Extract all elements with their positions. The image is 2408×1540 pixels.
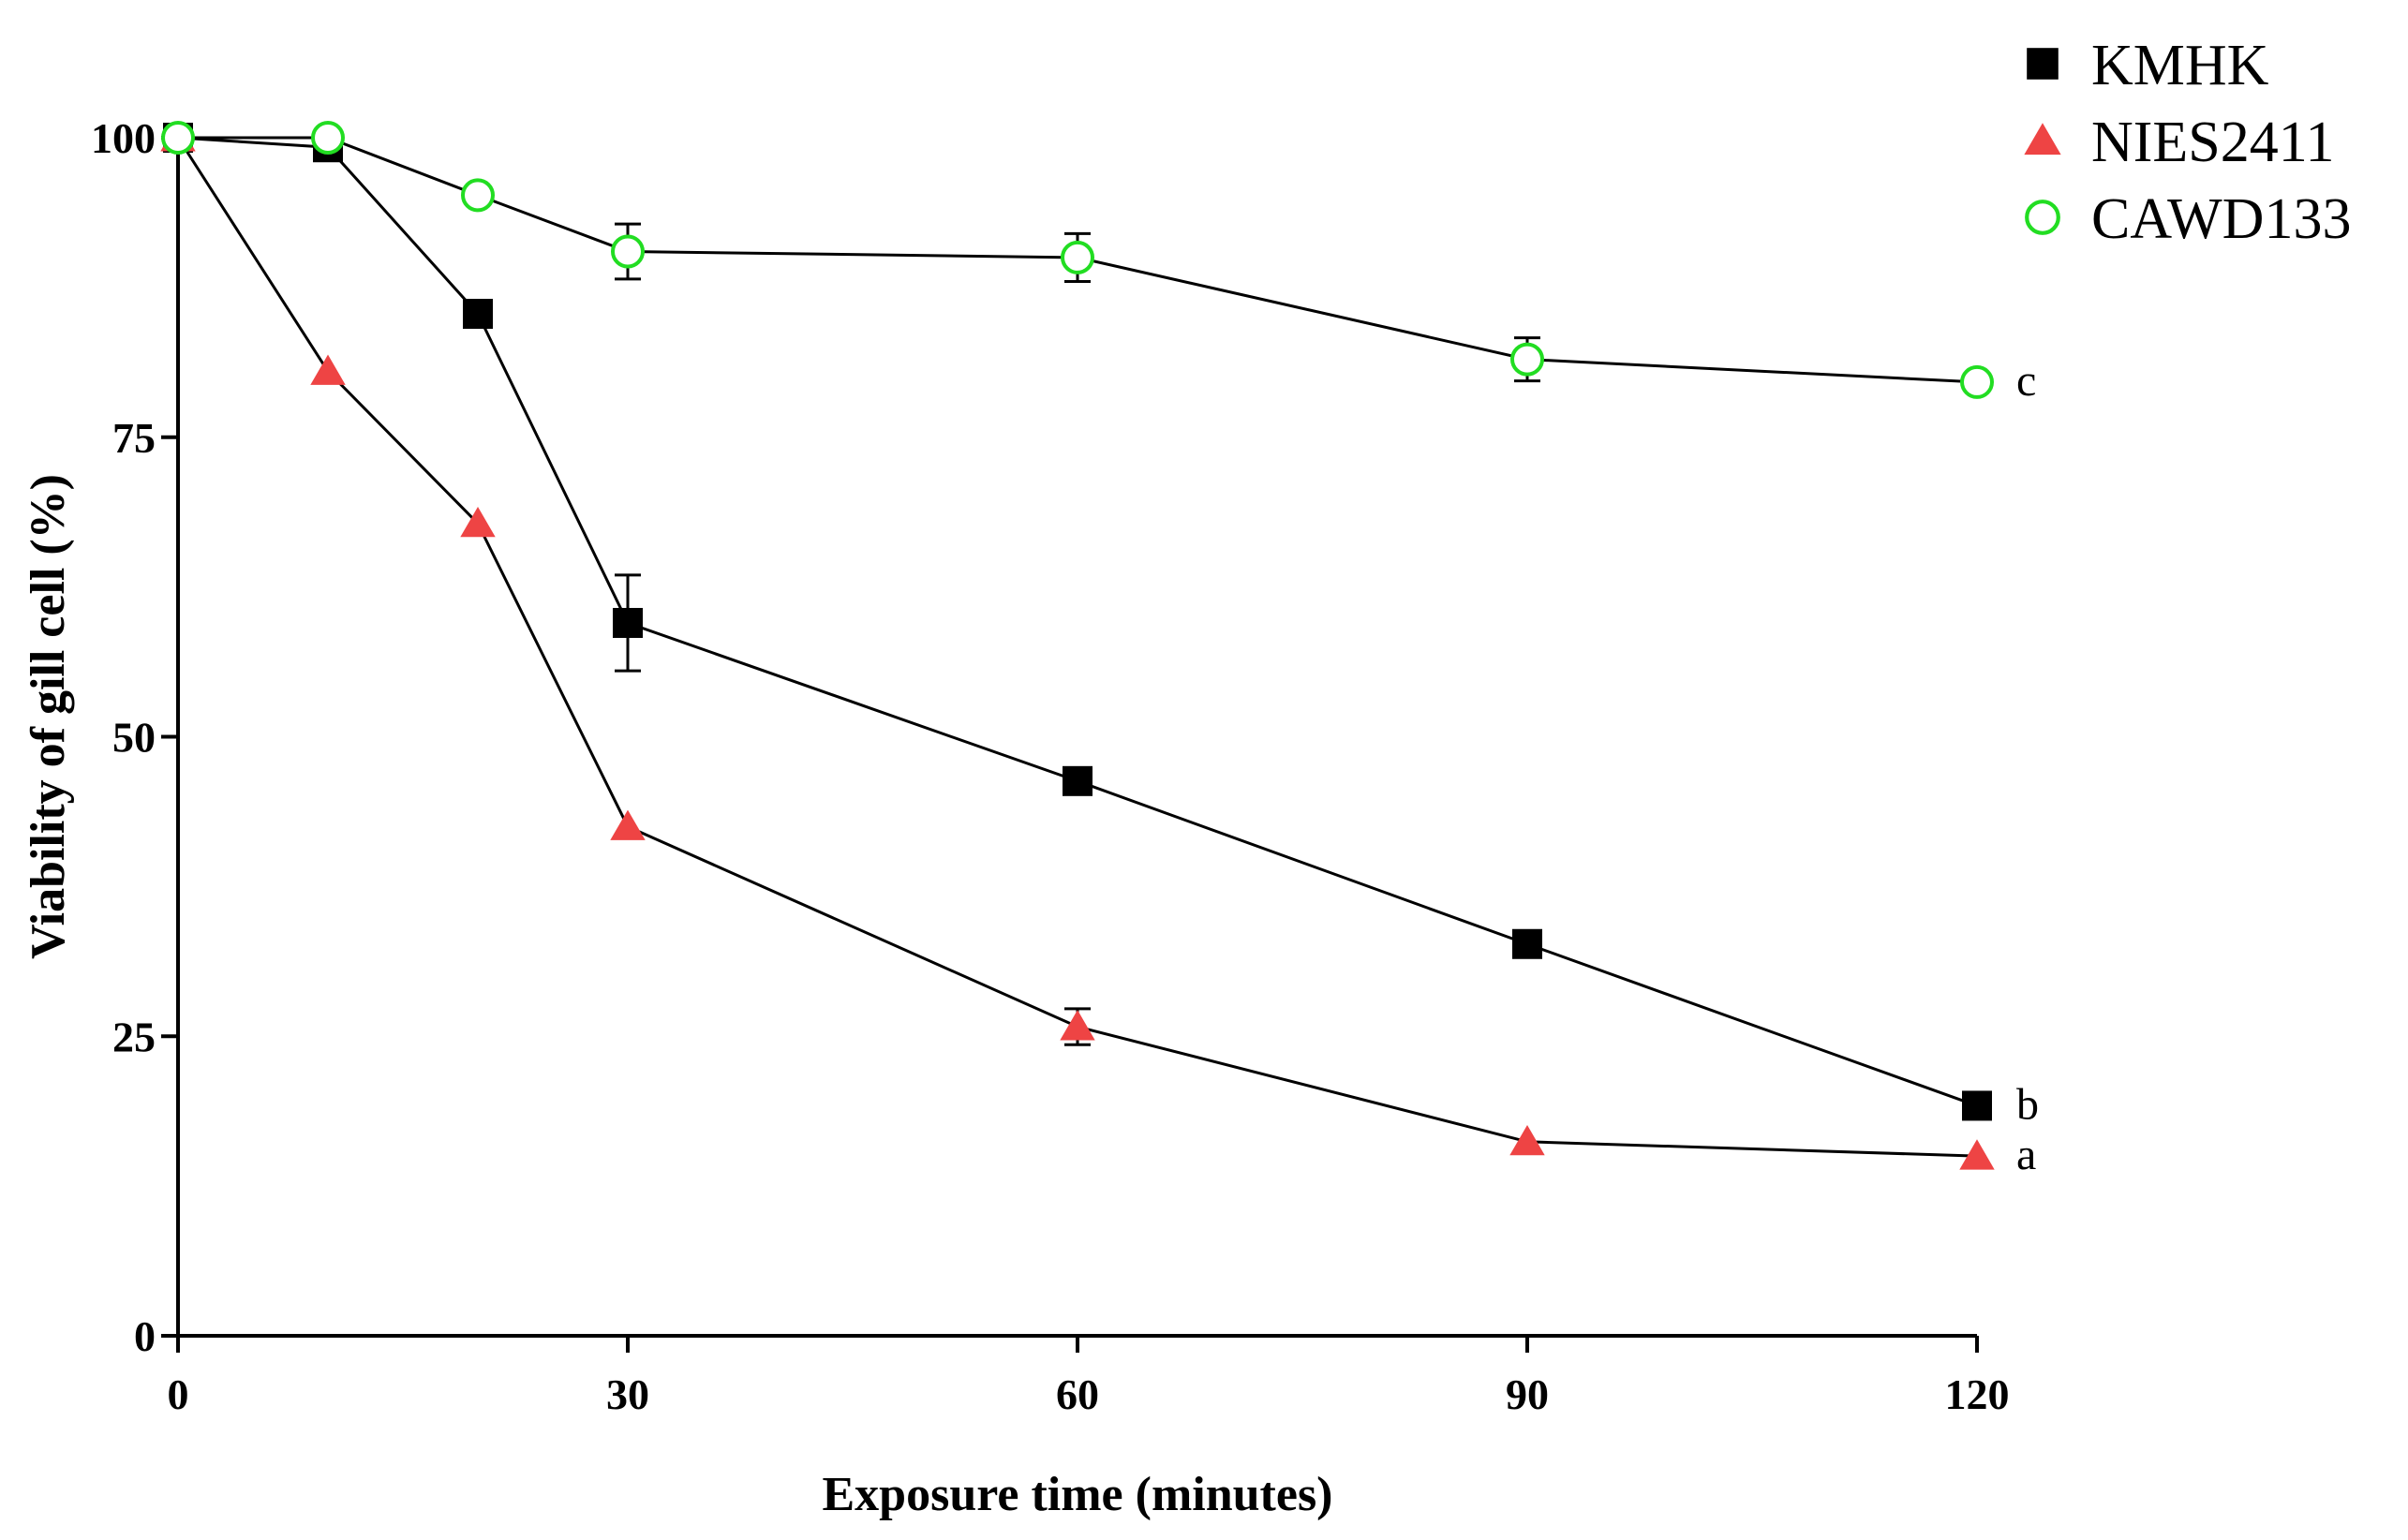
legend-marker-kmhk xyxy=(2027,48,2059,80)
data-point-nies2411 xyxy=(610,809,646,840)
data-point-cawd133 xyxy=(1061,240,1094,274)
y-tick-label: 100 xyxy=(91,114,156,162)
y-tick-label: 0 xyxy=(134,1312,156,1360)
data-point-nies2411 xyxy=(1060,1010,1095,1041)
x-tick-label: 60 xyxy=(1056,1370,1099,1418)
data-point-nies2411 xyxy=(310,354,346,385)
data-point-cawd133 xyxy=(461,178,495,213)
significance-labels: ba c xyxy=(2016,356,2039,1179)
data-point-nies2411 xyxy=(1509,1124,1545,1156)
data-point-cawd133 xyxy=(611,234,645,269)
axes: 0 30 60 90 120 0 25 50 75 100 xyxy=(91,114,2010,1418)
y-tick-label: 50 xyxy=(112,714,156,762)
y-tick-label: 25 xyxy=(112,1013,156,1060)
significance-label-cawd133: c xyxy=(2016,356,2036,406)
legend-marker-cawd133 xyxy=(2025,200,2060,235)
data-point-nies2411 xyxy=(1959,1139,1995,1170)
error-bars xyxy=(615,222,1540,1046)
data-point-kmhk xyxy=(1512,928,1542,959)
y-axis-title: Viability of gill cell (%) xyxy=(22,474,75,959)
x-axis-title: Exposure time (minutes) xyxy=(822,1468,1332,1521)
x-tick-label: 120 xyxy=(1945,1370,2010,1418)
data-point-cawd133 xyxy=(1510,342,1544,377)
legend-label-nies2411: NIES2411 xyxy=(2091,111,2334,174)
data-point-kmhk xyxy=(613,607,643,638)
x-tick-label: 30 xyxy=(606,1370,649,1418)
data-point-kmhk xyxy=(463,299,493,330)
series-line-kmhk xyxy=(177,136,1978,1107)
data-point-cawd133 xyxy=(161,121,195,155)
data-point-kmhk xyxy=(1962,1090,1992,1121)
legend-label-cawd133: CAWD133 xyxy=(2091,187,2351,251)
legend: KMHK NIES2411 CAWD133 xyxy=(2024,34,2351,251)
x-tick-label: 90 xyxy=(1506,1370,1549,1418)
legend-label-kmhk: KMHK xyxy=(2091,34,2269,97)
significance-label-nies2411: a xyxy=(2016,1130,2036,1179)
x-tick-label: 0 xyxy=(168,1370,189,1418)
series-markers xyxy=(160,121,1995,1170)
series-lines xyxy=(176,136,1978,1158)
y-tick-label: 75 xyxy=(112,414,156,462)
data-point-kmhk xyxy=(1063,765,1093,796)
data-point-cawd133 xyxy=(1960,364,1994,399)
legend-marker-nies2411 xyxy=(2024,123,2061,155)
significance-label-kmhk: b xyxy=(2016,1079,2039,1129)
series-line-nies2411 xyxy=(176,137,1978,1158)
data-point-cawd133 xyxy=(311,121,345,155)
data-point-nies2411 xyxy=(460,506,496,538)
